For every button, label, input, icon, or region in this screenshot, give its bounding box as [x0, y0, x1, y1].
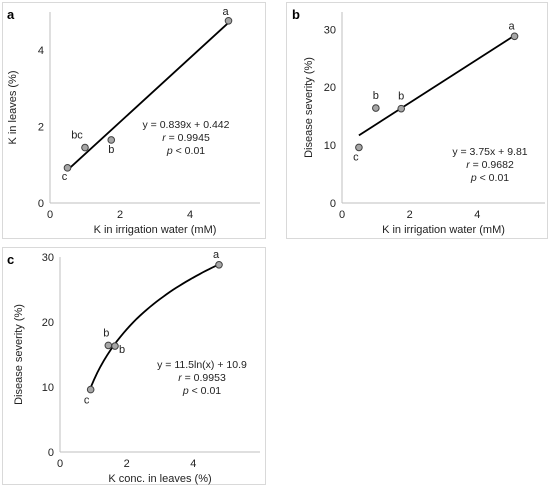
panel-c-equation-line: y = 11.5ln(x) + 10.9	[157, 359, 247, 371]
panel-b-data-point	[510, 32, 519, 41]
panel-a-equation-line: r = 0.9945	[162, 132, 210, 144]
panel-b-equation-line: r = 0.9682	[466, 159, 514, 171]
panel-c-y-tick-label: 30	[42, 252, 54, 264]
panel-c-y-tick-label: 0	[48, 447, 54, 459]
panel-a-x-axis-title: K in irrigation water (mM)	[94, 224, 217, 236]
panel-a-point-label: a	[222, 6, 229, 18]
panel-a-letter: a	[7, 7, 15, 22]
panel-b-y-tick-label: 20	[324, 82, 336, 94]
panel-b-data-point	[397, 104, 406, 113]
panel-b-data-point	[355, 143, 363, 152]
panel-a-data-point	[224, 16, 233, 25]
panel-c-x-tick-label: 2	[124, 458, 130, 470]
panel-c-equation-line: p < 0.01	[182, 385, 221, 397]
panel-b-data-point	[372, 104, 380, 112]
panel-a-data-point	[81, 143, 89, 152]
panel-b-point-label: b	[373, 90, 379, 102]
panel-b-x-tick-label: 4	[474, 209, 480, 221]
panel-a-y-axis-title: K in leaves (%)	[7, 71, 19, 145]
panel-c-x-tick-label: 0	[57, 458, 63, 470]
panel-c-point-label: c	[84, 395, 90, 407]
panel-b-point-label: a	[508, 20, 515, 32]
panel-a-x-tick-label: 2	[117, 209, 123, 221]
panel-c-data-point	[111, 342, 119, 350]
panel-c-data-point	[86, 385, 95, 394]
panel-b-y-tick-label: 30	[324, 24, 336, 36]
panel-a-fit-line	[66, 22, 230, 171]
panel-a-equation-line: y = 0.839x + 0.442	[143, 119, 230, 131]
panel-a-x-tick-label: 0	[47, 209, 53, 221]
panel-a-y-tick-label: 4	[38, 45, 44, 57]
panel-b-equation-line: y = 3.75x + 9.81	[452, 146, 527, 158]
panel-a-y-tick-label: 2	[38, 122, 44, 134]
panel-a-point-label: b	[108, 144, 114, 156]
panel-c-point-label: b	[119, 344, 125, 356]
panel-a-frame	[2, 2, 266, 239]
panel-c-data-point	[215, 261, 223, 269]
panel-b-x-tick-label: 2	[407, 209, 413, 221]
panel-c-y-axis-title: Disease severity (%)	[13, 304, 25, 405]
panel-c-letter: c	[7, 252, 15, 267]
panel-a-data-point	[63, 164, 72, 172]
panel-b-fit-line	[358, 34, 515, 137]
panel-b-x-axis-title: K in irrigation water (mM)	[382, 224, 505, 236]
panel-a-data-point	[107, 136, 116, 144]
panel-c-frame	[2, 247, 266, 485]
panel-b-y-tick-label: 10	[324, 140, 336, 152]
panel-b-equation-line: p < 0.01	[470, 172, 509, 184]
panel-c-y-tick-label: 20	[42, 317, 54, 329]
panel-a-equation-line: p < 0.01	[166, 145, 205, 157]
panel-c-data-point	[104, 341, 113, 350]
panel-c-point-label: a	[213, 249, 220, 261]
panel-c-x-axis-title: K conc. in leaves (%)	[108, 473, 211, 485]
panel-b-y-axis-title: Disease severity (%)	[303, 57, 315, 158]
panel-a-x-tick-label: 4	[187, 209, 193, 221]
panel-c-x-tick-label: 4	[190, 458, 196, 470]
panel-c-equation-line: r = 0.9953	[178, 372, 226, 384]
panel-c-point-label: b	[103, 327, 109, 339]
panel-a-point-label: bc	[71, 130, 83, 142]
panel-b-y-tick-label: 0	[330, 198, 336, 210]
panel-a-y-tick-label: 0	[38, 198, 44, 210]
panel-a-point-label: c	[62, 171, 68, 183]
panel-b-x-tick-label: 0	[339, 209, 345, 221]
panel-b-point-label: c	[353, 151, 359, 163]
panel-b-letter: b	[292, 7, 300, 22]
panel-c-y-tick-label: 10	[42, 382, 54, 394]
panel-b-point-label: b	[398, 91, 404, 103]
